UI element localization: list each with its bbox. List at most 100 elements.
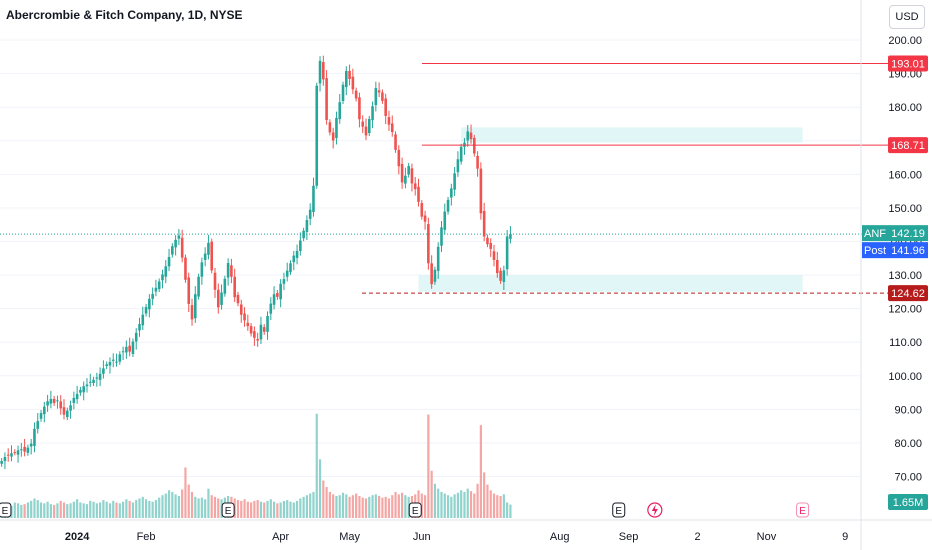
volume-bar [194,496,197,518]
candle-body [351,76,355,90]
volume-bar [95,503,98,518]
volume-bar [295,500,299,518]
volume-bar [479,425,482,518]
volume-bar [381,497,384,518]
candle-body [197,276,200,297]
candle-body [348,70,351,80]
volume-bar [250,502,253,518]
candle-body [171,246,174,255]
volume-bar [305,495,309,518]
volume-bar [499,496,502,518]
earnings-marker-icon[interactable] [408,502,422,518]
volume-bar [315,413,318,518]
volume-bar [259,501,263,518]
lightning-icon [651,504,658,516]
candle-body [148,298,151,310]
candle-body [223,278,227,294]
earnings-marker-icon[interactable] [221,502,235,518]
candle-body [413,183,417,190]
volume-bar [161,495,164,518]
candle-body [105,364,108,367]
volume-bar [483,472,486,518]
candle-body [154,287,158,292]
earnings-marker-letter: E [615,506,622,517]
volume-bar [469,491,473,518]
candle-body [230,265,233,277]
candle-body [92,379,95,384]
earnings-marker-icon[interactable] [796,502,810,518]
candle-body [440,227,443,246]
volume-bar [79,502,82,518]
volume-bar [276,503,279,518]
x-tick-label: Apr [272,531,289,543]
volume-bar [430,470,433,518]
volume-bar [233,498,236,518]
volume-bar [16,503,20,518]
candle-body [335,117,338,139]
candle-body [486,237,489,245]
volume-bar [256,500,259,518]
currency-selector[interactable]: USD [889,5,925,29]
dashed-price-label-bg [888,285,928,302]
volume-bar [263,502,266,518]
candle-body [276,293,279,297]
candle-body [180,237,184,258]
candle-body [203,253,207,260]
volume-bar [66,504,69,518]
candle-body [0,461,3,464]
y-tick-label: 120.00 [888,304,922,316]
x-tick-label: 2024 [65,531,90,543]
volume-bar [443,493,446,518]
volume-bar [85,504,89,518]
candle-body [111,359,115,361]
volume-bar [49,504,52,518]
candle-body [262,327,266,332]
candle-body [430,263,433,285]
volume-bar [440,491,443,518]
candle-body [479,168,483,214]
volume-bar [407,496,410,518]
volume-bar [338,495,341,518]
candle-body [354,90,358,99]
earnings-marker-icon[interactable] [0,502,12,518]
chart-title: Abercrombie & Fitch Company, 1D, NYSE [6,8,243,22]
candle-body [404,175,407,184]
volume-bar [99,502,102,518]
candle-body [397,149,401,167]
candle-body [43,406,46,415]
volume-bar [466,488,469,518]
volume-bar [397,494,400,518]
volume-bar [158,497,161,518]
candle-body [505,236,509,270]
candle-body [279,283,282,300]
candle-body [128,345,131,352]
candle-body [253,331,256,338]
candle-body [82,386,86,393]
volume-bar [43,503,46,518]
volume-bar [30,500,33,518]
candle-body [246,322,250,327]
y-tick-label: 150.00 [888,203,922,215]
candle-body [75,393,79,400]
candle-body [98,373,102,380]
volume-bar [112,500,115,518]
candle-body [473,137,476,154]
candle-body [315,85,319,186]
candle-body [256,339,259,341]
candle-body [131,341,135,354]
volume-bar [62,502,66,518]
volume-bar [23,504,26,518]
candle-body [23,446,26,452]
candle-body [400,163,404,183]
candle-body [144,306,148,314]
candle-body [167,256,171,267]
volume-bar [118,503,121,518]
volume-bar [39,502,43,518]
level-price-label-bg [888,55,928,72]
candle-body [292,255,296,263]
earnings-marker-icon[interactable] [612,502,626,518]
candle-body [446,199,450,212]
candle-body [56,400,59,402]
post-tag: Post [864,245,886,257]
